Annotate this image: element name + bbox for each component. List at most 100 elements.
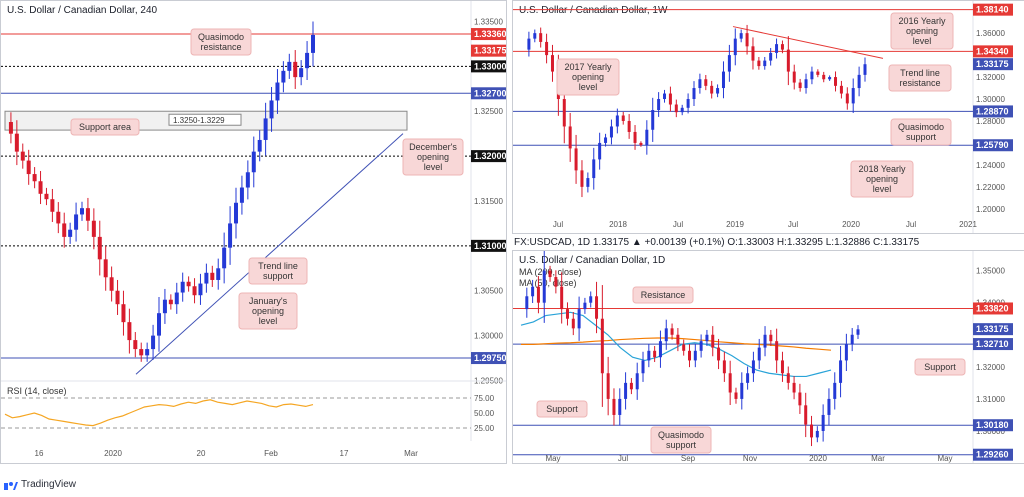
chart-4h[interactable]: U.S. Dollar / Canadian Dollar, 240 1.3350…	[1, 1, 511, 463]
x-tick-d: Jul	[618, 454, 628, 463]
price-w-candle	[757, 60, 761, 67]
price-4h-candle	[74, 214, 79, 230]
x-tick-d: 2020	[809, 454, 827, 463]
price-4h-candle	[127, 322, 132, 341]
price-w-candle	[592, 159, 596, 179]
level-4h-tag	[471, 239, 511, 252]
x-tick-4h: 16	[35, 449, 44, 458]
price-4h-candle	[251, 151, 256, 173]
chart-weekly[interactable]: U.S. Dollar / Canadian Dollar, 1W 1.36000…	[513, 1, 1024, 233]
price-w-candle	[562, 99, 566, 127]
price-4h-candle	[121, 304, 126, 323]
zone-label-4h: 1.3250-1.3229	[173, 116, 225, 125]
price-d-candle	[792, 382, 796, 393]
y-tick-4h: 1.30000	[474, 332, 503, 341]
price-4h-candle	[145, 349, 150, 356]
level-w-tag	[973, 3, 1013, 16]
price-w-candle	[663, 93, 667, 100]
tradingview-logo[interactable]: TradingView	[4, 479, 76, 490]
level-w-tag	[973, 45, 1013, 58]
price-4h-candle	[151, 335, 156, 350]
price-d-candle	[676, 334, 680, 345]
price-d-candle	[775, 341, 779, 361]
price-w-candle	[539, 33, 543, 42]
price-4h-candle	[281, 70, 286, 83]
price-d-candle	[624, 382, 628, 399]
price-w-candle	[745, 33, 749, 47]
price-w-candle	[857, 74, 861, 89]
level-4h-tag	[471, 87, 511, 100]
x-tick-w: 2018	[609, 220, 627, 229]
price-d-candle	[565, 309, 569, 319]
price-d-candle	[815, 430, 819, 438]
price-w-candle	[822, 74, 826, 80]
level-4h-tag-text: 1.32000	[474, 151, 506, 161]
price-4h-candle	[263, 118, 268, 140]
price-d-candle	[699, 341, 703, 351]
price-d-candle	[542, 270, 546, 303]
x-tick-d: May	[937, 454, 952, 463]
price-d-candle	[653, 350, 657, 358]
price-d-candle	[647, 350, 651, 361]
price-w-candle	[533, 33, 537, 39]
ann-resistance-d-box	[632, 286, 694, 304]
level-d-tag-text: 1.29260	[976, 450, 1009, 460]
price-d-candle	[600, 318, 604, 374]
y-tick-w: 1.28000	[976, 117, 1005, 126]
ann-quasimodo-4h-box	[190, 28, 252, 56]
price-d-candle	[531, 286, 535, 297]
y-tick-4h: 1.32500	[474, 107, 503, 116]
tradingview-icon	[4, 481, 18, 490]
ann-2016-w-text: opening	[906, 26, 938, 36]
price-w-candle	[834, 77, 838, 86]
price-d-candle	[635, 373, 639, 390]
chart-title-d: U.S. Dollar / Canadian Dollar, 1D	[519, 255, 665, 266]
price-w-candle	[645, 129, 649, 146]
rsi-tick: 75.00	[474, 394, 495, 403]
rsi-line	[4, 399, 314, 427]
price-d-candle	[693, 350, 697, 361]
ann-2017-w-text: level	[579, 82, 598, 92]
price-d-candle	[798, 392, 802, 406]
price-d-candle	[839, 360, 843, 383]
ann-january-4h-text: January's	[249, 296, 288, 306]
price-d-candle	[525, 296, 529, 310]
price-w-candle	[598, 142, 602, 160]
ann-2016-w-box	[890, 12, 954, 50]
price-4h-candle	[174, 292, 179, 305]
price-w-candle	[792, 71, 796, 83]
ann-december-4h-text: opening	[417, 152, 449, 162]
price-w-candle	[727, 55, 731, 72]
chart-panel-weekly: U.S. Dollar / Canadian Dollar, 1W 1.36000…	[512, 0, 1024, 234]
price-w-candle	[639, 142, 643, 146]
ann-quasimodo-d-text: support	[666, 440, 697, 450]
ann-trend-w-text: resistance	[899, 78, 940, 88]
level-4h-tag-text: 1.33000	[474, 61, 506, 71]
price-w-candle	[721, 71, 725, 89]
price-d-candle	[629, 382, 633, 390]
price-4h-candle	[157, 313, 161, 336]
price-4h-candle	[133, 340, 138, 350]
price-d-candle	[763, 334, 767, 348]
price-w-candle	[698, 79, 702, 89]
rsi-label: RSI (14, close)	[7, 386, 67, 396]
price-4h-candle	[216, 268, 221, 280]
price-4h-candle	[198, 283, 203, 296]
price-w-candle	[627, 120, 631, 132]
price-4h-candle	[311, 34, 315, 53]
chart-panel-4h: U.S. Dollar / Canadian Dollar, 240 1.3350…	[0, 0, 511, 464]
ann-2018-w-text: level	[873, 184, 892, 194]
price-d-candle	[705, 334, 709, 342]
level-w-tag	[973, 58, 1013, 71]
level-w-tag-text: 1.25790	[976, 140, 1009, 150]
x-tick-w: 2020	[842, 220, 860, 229]
price-w-candle	[816, 71, 820, 75]
price-d-candle	[554, 277, 558, 287]
price-w-candle	[604, 137, 608, 143]
level-4h-tag	[471, 352, 511, 365]
y-tick-w: 1.24000	[976, 161, 1005, 170]
price-4h-candle	[56, 211, 61, 224]
price-4h-candle	[20, 151, 25, 161]
price-w-candle	[739, 33, 743, 39]
